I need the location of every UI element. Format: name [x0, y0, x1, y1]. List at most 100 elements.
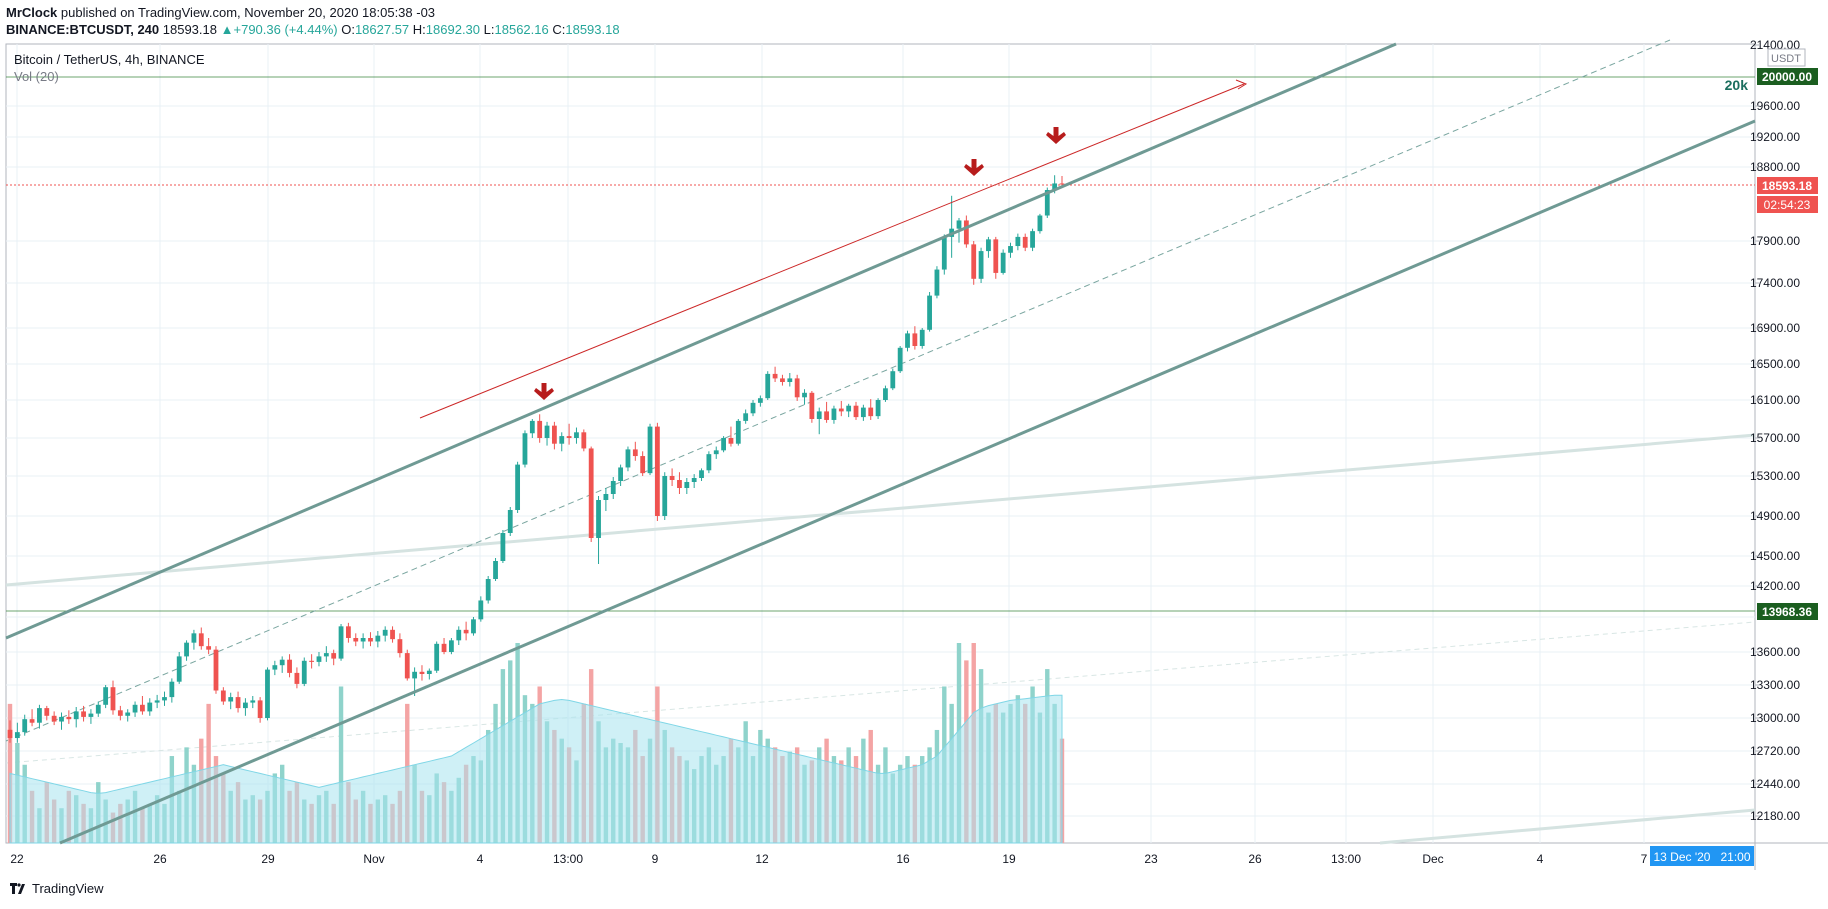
volume-indicator-label[interactable]: Vol (20): [14, 69, 59, 84]
level-20k-label: 20k: [1725, 77, 1749, 93]
faint-dashed-line[interactable]: [5, 621, 1756, 764]
candle-body: [14, 732, 20, 739]
candle-body: [1022, 236, 1028, 248]
candle-body: [883, 388, 888, 400]
candle-body: [478, 600, 484, 620]
candle-body: [44, 708, 50, 716]
candle-body: [809, 392, 815, 419]
candle-body: [603, 494, 609, 500]
candle-body: [471, 619, 476, 634]
time-tick-label: 13:00: [1331, 852, 1361, 866]
author-name[interactable]: MrClock: [6, 5, 58, 20]
candle-body: [632, 449, 638, 457]
price-change: +790.36 (+4.44%): [233, 22, 338, 37]
candle-body: [59, 716, 64, 722]
candle-body: [485, 579, 491, 601]
candle-body: [301, 660, 307, 684]
time-tick-label: 12: [755, 852, 769, 866]
channel-lower-line[interactable]: [59, 119, 1756, 845]
candle-body: [757, 398, 763, 403]
candle-body: [110, 687, 116, 711]
candle-body: [125, 712, 131, 716]
candle-body: [919, 329, 925, 346]
open-value: 18627.57: [354, 22, 410, 37]
candle-body: [610, 481, 616, 494]
candle-body: [669, 476, 675, 480]
candle-body: [691, 478, 697, 482]
candle-body: [382, 629, 388, 636]
candle-body: [1052, 183, 1058, 191]
long-term-trendline-upper[interactable]: [5, 433, 1756, 587]
price-tick-label: 13600.00: [1750, 645, 1800, 659]
candle-body: [787, 378, 793, 382]
candle-body: [566, 436, 572, 438]
currency-box: [1767, 48, 1806, 67]
last-price: 18593.18: [162, 22, 217, 37]
candle-body: [441, 643, 447, 652]
candle-body: [588, 448, 594, 538]
low-value: 18562.16: [494, 22, 549, 37]
time-tick-label: 9: [652, 852, 659, 866]
candle-body: [456, 629, 462, 641]
currency-label: USDT: [1771, 53, 1801, 65]
price-tick-label: 16500.00: [1750, 357, 1800, 371]
down-arrow-icon[interactable]: [534, 383, 554, 400]
price-tick-label: 14200.00: [1750, 579, 1800, 593]
candle-body: [88, 713, 94, 717]
candle-body: [220, 690, 226, 702]
candle-body: [728, 438, 734, 444]
down-arrow-icon[interactable]: [964, 159, 984, 176]
candle-body: [559, 436, 565, 444]
candle-body: [897, 347, 903, 372]
cursor-time-value: 13 Dec '20 21:00: [1653, 850, 1750, 864]
long-term-trendline-lower[interactable]: [1379, 808, 1756, 845]
price-tick-label: 15700.00: [1750, 431, 1800, 445]
candle-body: [816, 411, 822, 419]
candle-body: [963, 220, 969, 245]
candle-body: [706, 454, 712, 471]
candle-body: [257, 700, 263, 718]
tradingview-brand[interactable]: TradingView: [32, 881, 104, 896]
price-tick-label: 13000.00: [1750, 711, 1800, 725]
price-tick-label: 17400.00: [1750, 276, 1800, 290]
candle-body: [625, 449, 631, 468]
candle-body: [316, 656, 322, 662]
candle-body: [529, 420, 535, 434]
candle-body: [213, 649, 219, 691]
price-tick-label: 14500.00: [1750, 549, 1800, 563]
high-label: H:: [412, 22, 426, 37]
candle-body: [743, 413, 749, 421]
candle-body: [500, 533, 506, 561]
candle-body: [890, 371, 896, 389]
candle-body: [51, 715, 57, 722]
down-arrow-icon[interactable]: [1046, 127, 1066, 144]
candle-body: [927, 295, 932, 330]
price-tick-label: 18800.00: [1750, 160, 1800, 174]
last-price-badge: [1757, 177, 1818, 194]
candle-body: [154, 700, 160, 703]
channel-mid-dashed[interactable]: [5, 39, 1671, 742]
candle-body: [551, 425, 557, 444]
candle-body: [287, 659, 292, 673]
channel-upper-line[interactable]: [5, 42, 1397, 640]
symbol-name: BINANCE:BTCUSDT, 240: [6, 22, 160, 37]
candle-body: [515, 464, 521, 510]
candle-body: [838, 408, 844, 412]
candle-body: [544, 425, 550, 438]
time-tick-label: 7: [1641, 852, 1648, 866]
candle-body: [184, 642, 189, 657]
tradingview-logo-icon: [10, 882, 25, 894]
volume-bars: [7, 643, 1065, 844]
price-tick-label: 19600.00: [1750, 99, 1800, 113]
candle-body: [338, 626, 344, 659]
level-13968-badge: [1757, 603, 1818, 620]
candle-body: [360, 638, 366, 642]
price-tick-label: 16100.00: [1750, 393, 1800, 407]
candle-body: [66, 716, 72, 720]
time-tick-label: Nov: [363, 852, 384, 866]
time-axis[interactable]: 22 26 29 Nov 4 13:00 9 12 16 19 23 26 13:00 Dec 4 7: [10, 852, 1647, 866]
price-axis[interactable]: 21400.0019600.0019200.0018800.0017900.00…: [1750, 38, 1800, 823]
low-label: L:: [483, 22, 495, 37]
resistance-line[interactable]: [419, 83, 1245, 419]
